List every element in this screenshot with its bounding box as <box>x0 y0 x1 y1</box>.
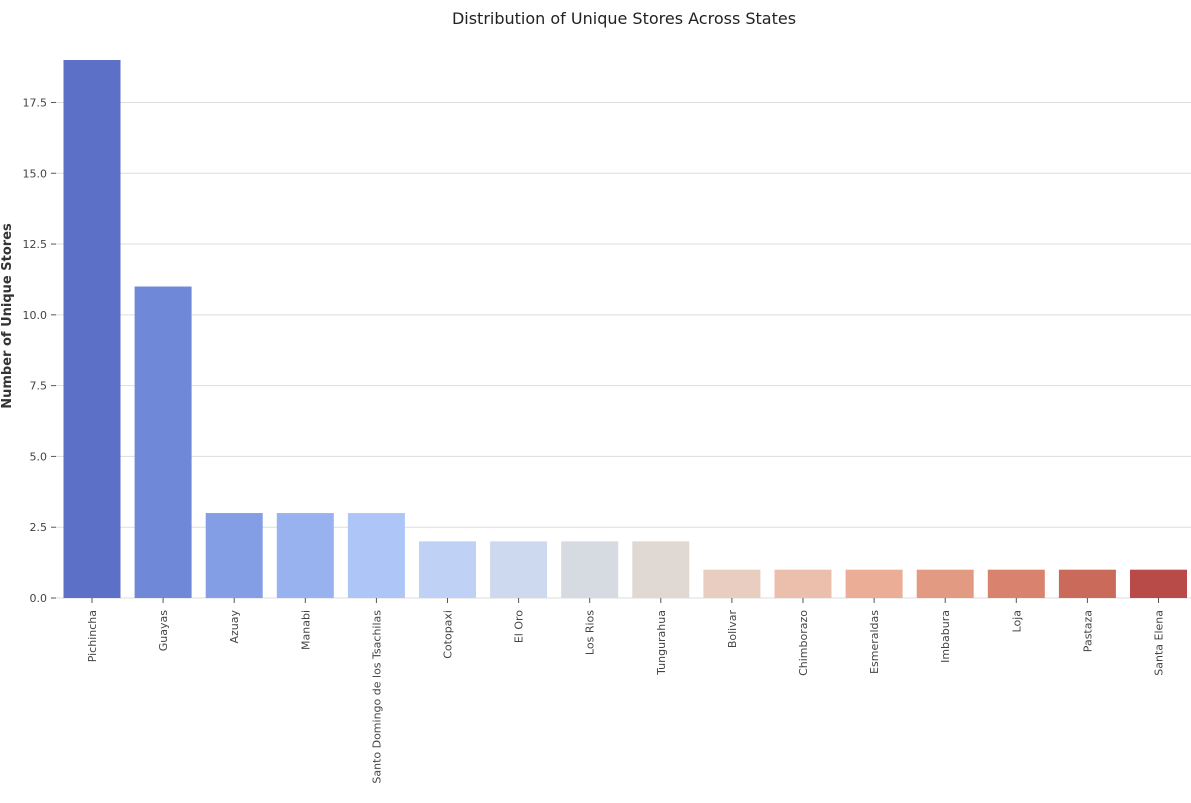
y-tick-label: 7.5 <box>30 380 48 393</box>
x-tick-label: Pichincha <box>86 610 99 662</box>
y-tick-label: 0.0 <box>30 592 48 605</box>
chart-title: Distribution of Unique Stores Across Sta… <box>452 9 796 28</box>
bar-santa-elena <box>1130 569 1187 598</box>
x-tick-label: Chimborazo <box>797 610 810 676</box>
y-tick-label: 12.5 <box>23 238 48 251</box>
y-tick-label: 5.0 <box>30 450 48 463</box>
bar-imbabura <box>916 569 974 598</box>
x-tick-label: Santa Elena <box>1153 610 1166 676</box>
y-tick-label: 15.0 <box>23 167 48 180</box>
x-tick-label: Tungurahua <box>655 610 668 676</box>
bar-pichincha <box>63 60 121 598</box>
bar-cotopaxi <box>419 541 476 598</box>
x-tick-label: Manabi <box>299 610 312 650</box>
bars <box>63 60 1187 598</box>
bar-manabi <box>276 513 334 598</box>
x-tick-label: Los Rios <box>584 610 597 655</box>
x-tick-label: El Oro <box>513 610 526 643</box>
bar-esmeraldas <box>845 569 903 598</box>
x-tick-label: Guayas <box>157 610 170 651</box>
y-tick-label: 10.0 <box>23 309 48 322</box>
bar-pastaza <box>1058 569 1116 598</box>
bar-azuay <box>205 513 263 598</box>
y-tick-label: 2.5 <box>30 521 48 534</box>
x-tick-label: Bolivar <box>726 610 739 649</box>
x-tick-label: Pastaza <box>1081 610 1094 652</box>
x-tick-label: Santo Domingo de los Tsachilas <box>370 610 383 784</box>
bar-santo-domingo-de-los-tsachilas <box>347 513 405 598</box>
y-axis-label: Number of Unique Stores <box>0 223 15 409</box>
y-axis-ticks: 0.0 2.5 5.0 7.5 10.0 12.5 15.0 17.5 <box>23 96 56 605</box>
x-tick-label: Imbabura <box>939 610 952 663</box>
bar-tungurahua <box>632 541 690 598</box>
x-tick-label: Cotopaxi <box>442 610 455 659</box>
x-tick-label: Esmeraldas <box>868 610 881 674</box>
x-axis-ticks: Pichincha Guayas Azuay Manabi Santo Domingo … <box>86 598 1166 784</box>
x-tick-label: Azuay <box>228 610 241 644</box>
y-tick-label: 17.5 <box>23 96 48 109</box>
bar-chimborazo <box>774 569 832 598</box>
bar-el-oro <box>490 541 548 598</box>
bar-los-rios <box>561 541 619 598</box>
bar-guayas <box>134 286 192 598</box>
bar-loja <box>987 569 1045 598</box>
bar-bolivar <box>703 569 761 598</box>
x-tick-label: Loja <box>1010 610 1023 632</box>
